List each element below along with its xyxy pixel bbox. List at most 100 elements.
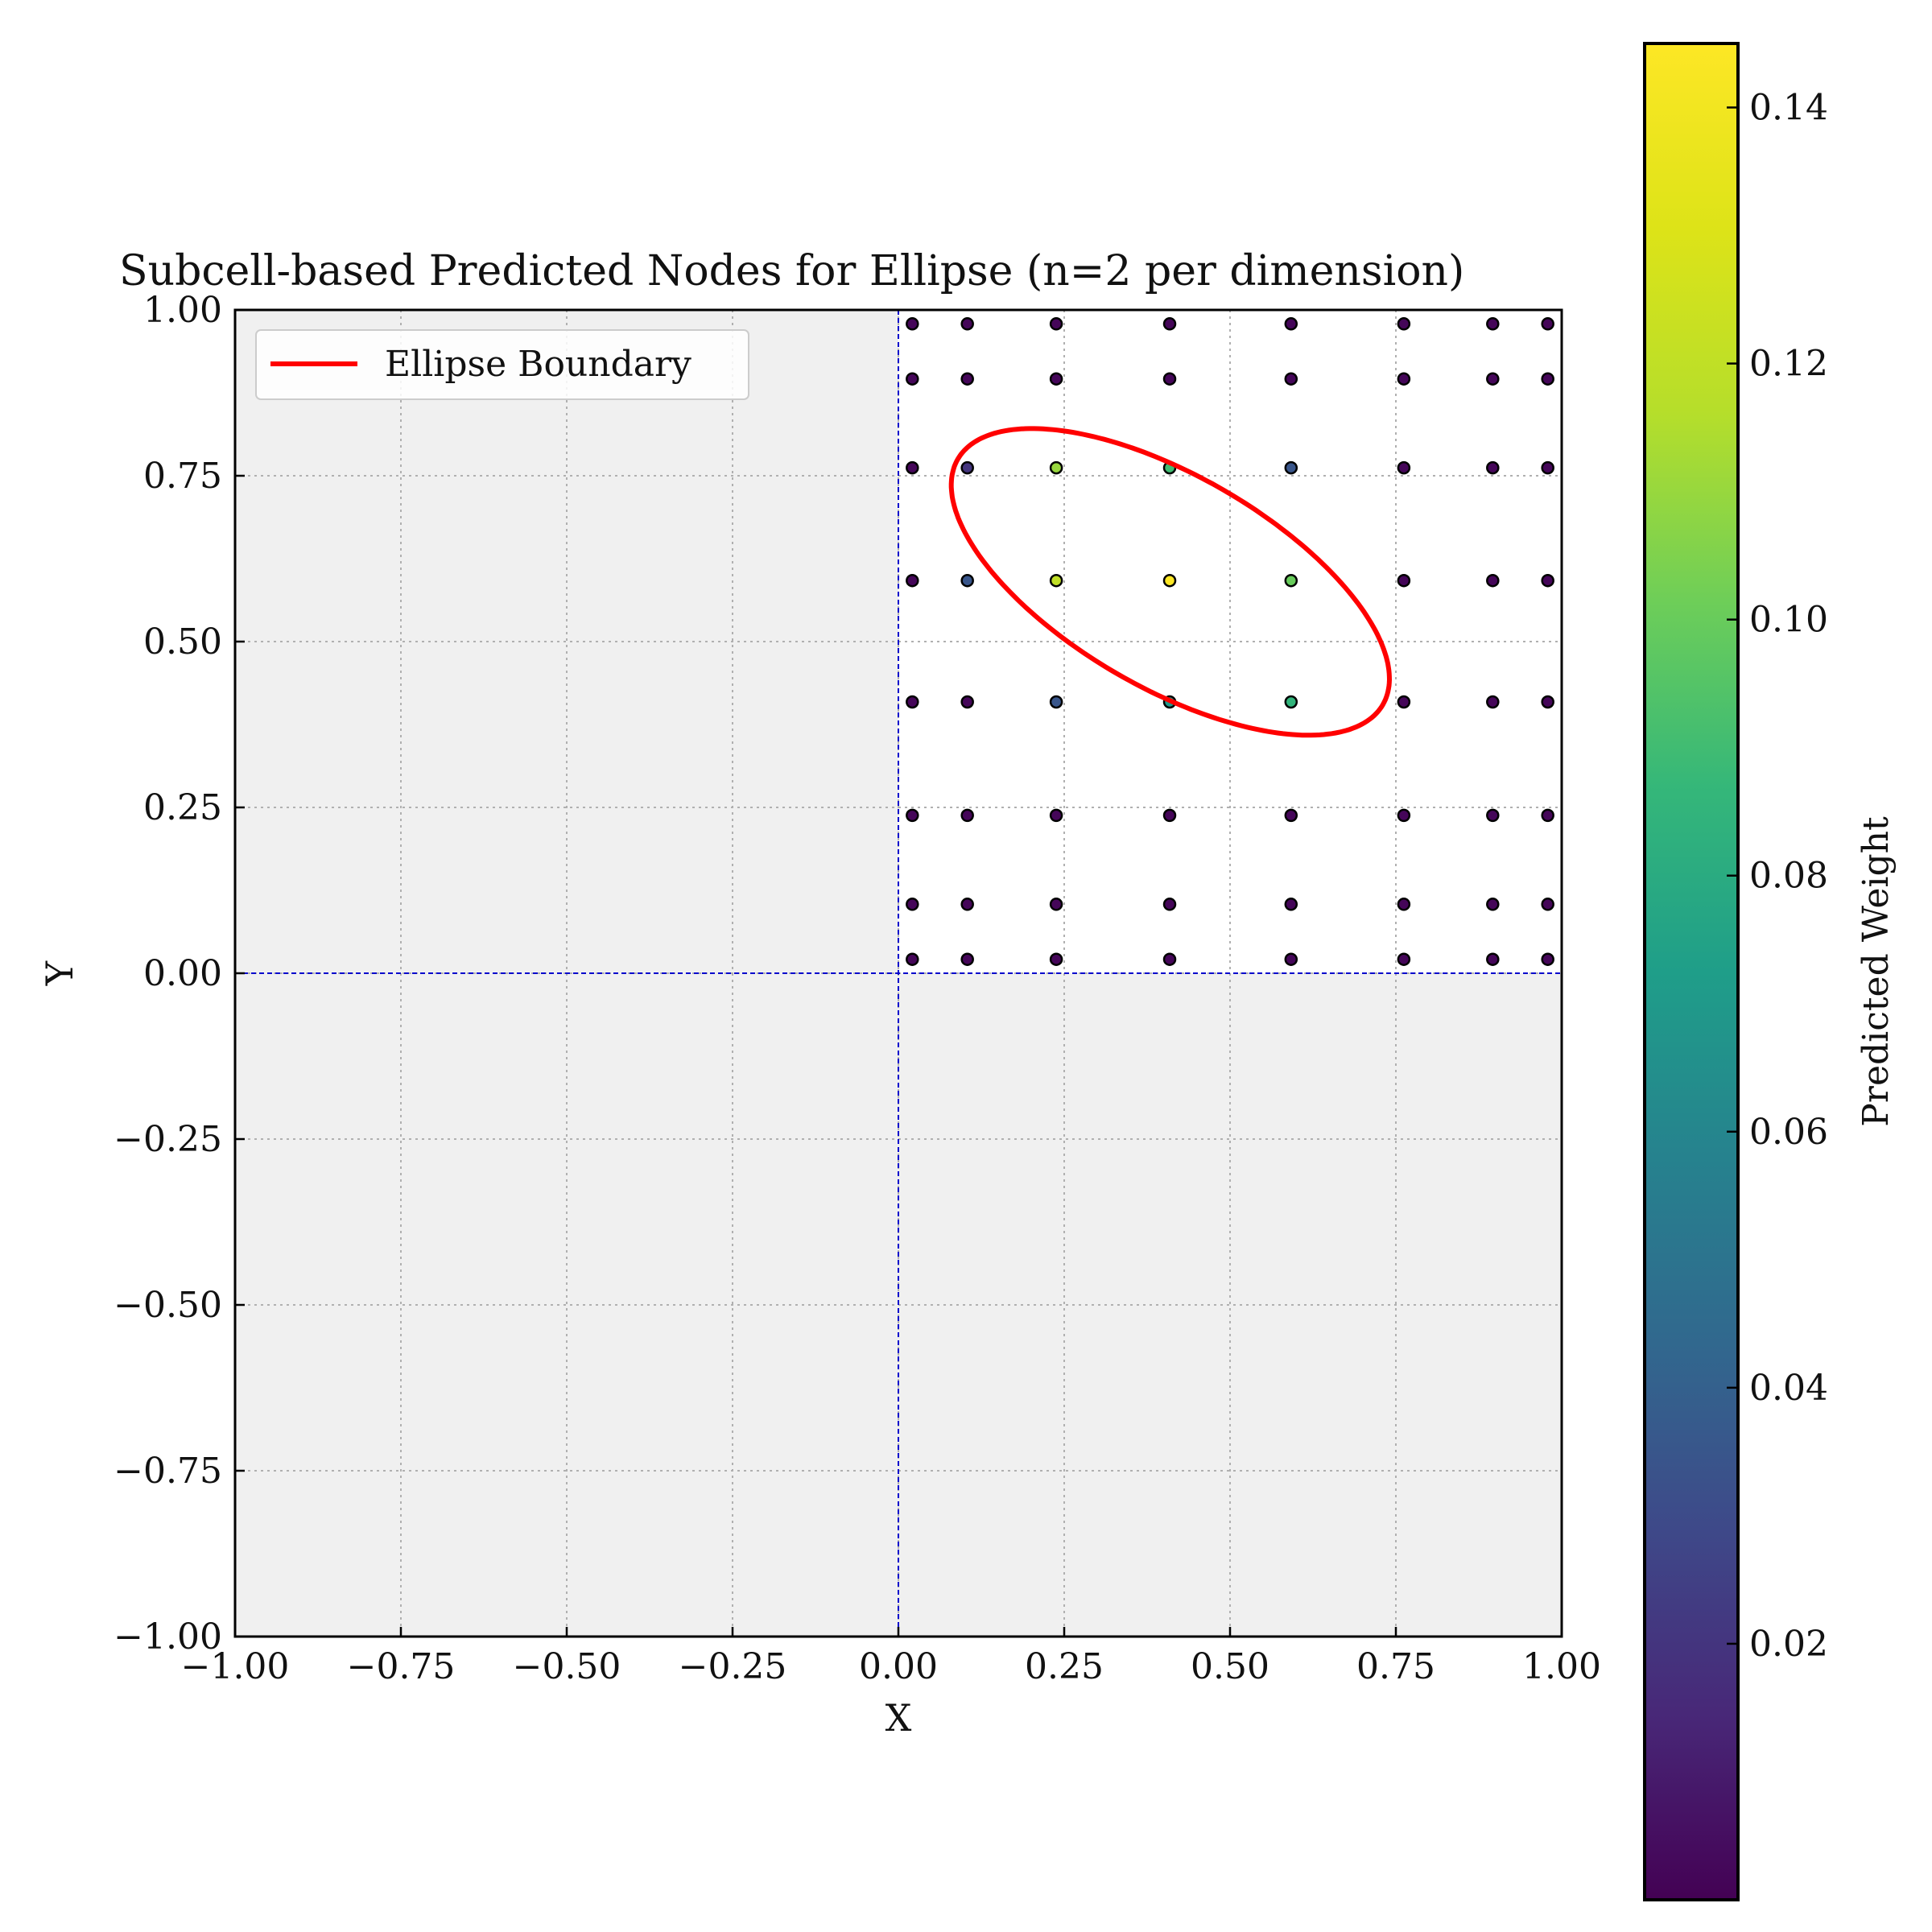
node-point xyxy=(960,695,974,709)
node-point xyxy=(1284,808,1298,823)
colorbar-gradient xyxy=(1643,42,1740,1901)
node-point xyxy=(1162,898,1177,911)
y-tick-label: −1.00 xyxy=(114,1616,222,1657)
node-point xyxy=(1049,573,1063,588)
x-tick-label: 1.00 xyxy=(1522,1646,1601,1687)
y-tick-label: 0.00 xyxy=(143,953,222,994)
x-tick-label: −0.50 xyxy=(513,1646,621,1687)
y-axis-label: Y xyxy=(38,960,81,986)
y-tick-label: −0.75 xyxy=(114,1451,222,1492)
x-tick-label: 0.50 xyxy=(1191,1646,1269,1687)
node-point xyxy=(960,808,974,823)
node-point xyxy=(1284,372,1298,386)
node-point xyxy=(1284,460,1298,475)
node-point xyxy=(1486,952,1500,966)
node-point xyxy=(1541,372,1554,386)
node-point xyxy=(1541,317,1554,331)
node-point xyxy=(960,460,974,475)
node-point xyxy=(906,372,919,386)
node-point xyxy=(1049,952,1063,966)
node-point xyxy=(1284,952,1298,966)
node-point xyxy=(1397,573,1411,588)
y-tick-label: 0.75 xyxy=(143,456,222,497)
node-point xyxy=(960,317,974,331)
node-point xyxy=(1284,573,1298,588)
y-tick-label: −0.25 xyxy=(114,1119,222,1160)
node-point xyxy=(906,460,919,475)
colorbar-ticks: 0.02 0.04 0.06 0.08 0.10 0.12 0.14 xyxy=(1727,88,1828,1665)
node-point xyxy=(1162,372,1177,386)
node-point xyxy=(960,952,974,966)
x-tick-label: 0.75 xyxy=(1356,1646,1435,1687)
node-point xyxy=(1486,573,1500,588)
x-tick-label: −1.00 xyxy=(181,1646,290,1687)
node-point xyxy=(1284,898,1298,911)
x-tick-label: 0.00 xyxy=(859,1646,938,1687)
colorbar-label: Predicted Weight xyxy=(1856,816,1897,1127)
node-point xyxy=(1397,460,1411,475)
node-point xyxy=(1486,460,1500,475)
node-point xyxy=(960,898,974,911)
legend: Ellipse Boundary xyxy=(255,329,749,400)
node-point xyxy=(906,317,919,331)
legend-box xyxy=(255,329,749,400)
node-point xyxy=(1162,808,1177,823)
node-point xyxy=(1284,317,1298,331)
node-point xyxy=(1486,695,1500,709)
domain-region xyxy=(898,310,1562,973)
ellipse-boundary xyxy=(948,426,1393,738)
colorbar-tick-label: 0.12 xyxy=(1749,344,1828,385)
node-point xyxy=(1049,898,1063,911)
node-point xyxy=(1486,372,1500,386)
plot-area xyxy=(233,308,1563,1638)
node-point xyxy=(1049,317,1063,331)
node-point xyxy=(1049,808,1063,823)
node-point xyxy=(1541,573,1554,588)
node-point xyxy=(1162,573,1177,588)
node-point xyxy=(1049,695,1063,709)
x-tick-label: −0.75 xyxy=(347,1646,456,1687)
node-point xyxy=(1541,695,1554,709)
y-tick-label: 1.00 xyxy=(143,290,222,331)
y-tick-label: 0.50 xyxy=(143,621,222,663)
node-point xyxy=(1541,460,1554,475)
node-point xyxy=(960,372,974,386)
node-point xyxy=(1397,898,1411,911)
node-point xyxy=(1486,808,1500,823)
x-tick-label: 0.25 xyxy=(1025,1646,1104,1687)
colorbar-tick-label: 0.08 xyxy=(1749,856,1828,897)
colorbar-tick-label: 0.04 xyxy=(1749,1368,1828,1409)
node-point xyxy=(1541,808,1554,823)
colorbar-tick-label: 0.10 xyxy=(1749,600,1828,641)
node-point xyxy=(1541,952,1554,966)
y-tick-label: 0.25 xyxy=(143,787,222,828)
x-axis: −1.00 −0.75 −0.50 −0.25 0.00 0.25 0.50 0.75 1.00 xyxy=(181,1627,1601,1687)
colorbar-tick-label: 0.02 xyxy=(1749,1624,1828,1665)
node-point xyxy=(960,573,974,588)
y-axis: −1.00 −0.75 −0.50 −0.25 0.00 0.25 0.50 0.75 1.00 xyxy=(114,290,245,1657)
node-point xyxy=(906,695,919,709)
legend-ellipse-label: Ellipse Boundary xyxy=(385,344,691,385)
node-point xyxy=(1486,317,1500,331)
node-point xyxy=(1541,898,1554,911)
node-point xyxy=(1397,372,1411,386)
node-point xyxy=(1397,695,1411,709)
colorbar: 0.02 0.04 0.06 0.08 0.10 0.12 0.14 Predicted W… xyxy=(1643,42,1897,1901)
node-point xyxy=(1397,317,1411,331)
x-axis-label: X xyxy=(886,1696,912,1740)
node-point xyxy=(906,898,919,911)
node-point xyxy=(1486,898,1500,911)
node-point xyxy=(1397,952,1411,966)
chart-title: Subcell-based Predicted Nodes for Ellips… xyxy=(119,247,1464,295)
node-point xyxy=(1049,460,1063,475)
node-point xyxy=(906,808,919,823)
node-point xyxy=(1284,695,1298,709)
colorbar-tick-label: 0.06 xyxy=(1749,1112,1828,1153)
colorbar-tick-label: 0.14 xyxy=(1749,88,1828,129)
node-point xyxy=(1049,372,1063,386)
node-point xyxy=(1162,952,1177,966)
node-point xyxy=(1397,808,1411,823)
y-tick-label: −0.50 xyxy=(114,1285,222,1326)
x-tick-label: −0.25 xyxy=(679,1646,787,1687)
